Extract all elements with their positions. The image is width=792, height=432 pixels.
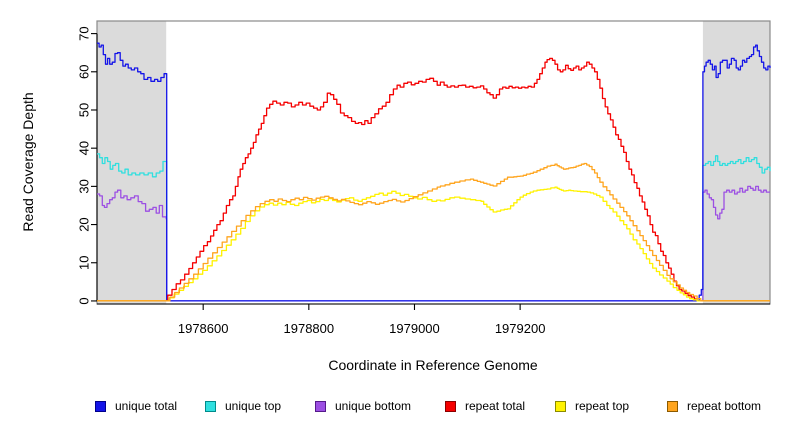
y-axis-title: Read Coverage Depth bbox=[20, 92, 36, 232]
legend-swatch bbox=[667, 400, 678, 412]
x-tick-label: 1979000 bbox=[389, 321, 440, 336]
y-tick-label: 10 bbox=[76, 256, 91, 270]
legend-label: repeat bottom bbox=[687, 399, 762, 413]
legend-item-repeat-bottom: repeat bottom bbox=[667, 399, 761, 413]
plot-box bbox=[96, 20, 771, 305]
legend-item-unique-total: unique total bbox=[95, 399, 177, 413]
series-line-repeat-top bbox=[97, 186, 770, 302]
legend-item-repeat-top: repeat top bbox=[555, 399, 629, 413]
y-tick-label: 30 bbox=[77, 179, 92, 193]
legend-item-repeat-total: repeat total bbox=[445, 399, 525, 413]
legend-item-unique-bottom: unique bottom bbox=[315, 399, 411, 413]
legend-item-unique-top: unique top bbox=[205, 399, 281, 413]
x-tick-label: 1978800 bbox=[284, 321, 335, 336]
series-line-repeat-bottom bbox=[97, 162, 770, 302]
legend-label: repeat top bbox=[575, 399, 630, 413]
x-tick-label: 1979200 bbox=[495, 321, 546, 336]
y-tick-label: 50 bbox=[77, 103, 92, 117]
legend-swatch bbox=[95, 400, 106, 412]
legend-swatch bbox=[315, 400, 326, 412]
x-axis-title: Coordinate in Reference Genome bbox=[328, 357, 538, 373]
legend-swatch bbox=[205, 400, 216, 412]
legend-label: unique top bbox=[225, 399, 282, 413]
legend-swatch bbox=[445, 400, 456, 412]
x-tick-label: 1978600 bbox=[178, 321, 229, 336]
series-line-repeat-total bbox=[97, 57, 770, 302]
y-tick-label: 40 bbox=[77, 141, 92, 155]
legend-swatch bbox=[555, 400, 566, 412]
series-line-unique-top bbox=[97, 153, 771, 302]
legend: unique total unique top unique bottom repea… bbox=[0, 399, 792, 415]
y-tick-label: 70 bbox=[77, 26, 92, 40]
y-tick-label: 0 bbox=[77, 297, 92, 304]
series-line-unique-total bbox=[97, 42, 771, 302]
y-tick-label: 20 bbox=[77, 217, 92, 231]
legend-label: unique total bbox=[115, 399, 178, 413]
y-tick-label: 60 bbox=[77, 65, 92, 79]
legend-label: unique bottom bbox=[335, 399, 412, 413]
series-line-unique-bottom bbox=[97, 185, 770, 302]
legend-label: repeat total bbox=[465, 399, 526, 413]
